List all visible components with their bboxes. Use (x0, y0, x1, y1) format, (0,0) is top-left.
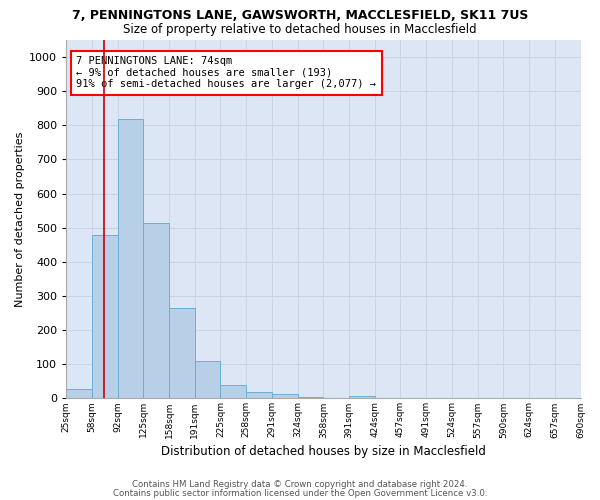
Bar (349, 396, 375, 398)
Text: Contains HM Land Registry data © Crown copyright and database right 2024.: Contains HM Land Registry data © Crown c… (132, 480, 468, 489)
Text: 7 PENNINGTONS LANE: 74sqm
← 9% of detached houses are smaller (193)
91% of semi-: 7 PENNINGTONS LANE: 74sqm ← 9% of detach… (76, 56, 376, 90)
Bar (169, 308, 195, 398)
Bar (118, 118, 143, 398)
Bar (92, 234, 118, 398)
Y-axis label: Number of detached properties: Number of detached properties (15, 132, 25, 307)
X-axis label: Distribution of detached houses by size in Macclesfield: Distribution of detached houses by size … (161, 444, 486, 458)
Text: 7, PENNINGTONS LANE, GAWSWORTH, MACCLESFIELD, SK11 7US: 7, PENNINGTONS LANE, GAWSWORTH, MACCLESF… (72, 9, 528, 22)
Bar (66, 389, 92, 398)
Bar (272, 394, 298, 398)
Bar (246, 392, 272, 398)
Bar (298, 396, 323, 398)
Text: Contains public sector information licensed under the Open Government Licence v3: Contains public sector information licen… (113, 488, 487, 498)
Bar (220, 386, 246, 398)
Text: Size of property relative to detached houses in Macclesfield: Size of property relative to detached ho… (123, 22, 477, 36)
Bar (195, 361, 220, 399)
Bar (143, 222, 169, 398)
